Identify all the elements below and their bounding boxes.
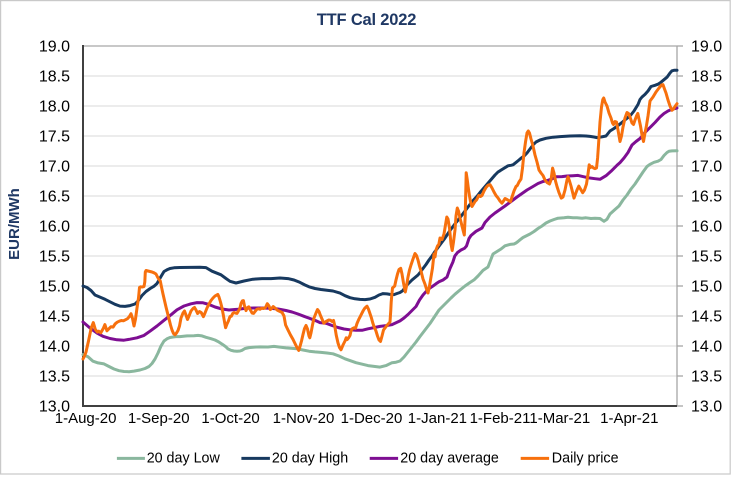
svg-text:1-Oct-20: 1-Oct-20 [201, 410, 259, 427]
svg-text:15.0: 15.0 [39, 279, 70, 296]
svg-text:15.0: 15.0 [691, 279, 722, 296]
svg-text:20 day average: 20 day average [400, 450, 499, 466]
svg-text:1-Jan-21: 1-Jan-21 [408, 410, 467, 427]
svg-text:14.5: 14.5 [39, 309, 70, 326]
svg-text:17.0: 17.0 [691, 159, 722, 176]
svg-text:EUR/MWh: EUR/MWh [6, 188, 23, 260]
svg-text:13.5: 13.5 [691, 369, 722, 386]
svg-text:18.5: 18.5 [39, 69, 70, 86]
svg-text:17.0: 17.0 [39, 159, 70, 176]
svg-text:18.0: 18.0 [39, 99, 70, 116]
svg-text:1-Sep-20: 1-Sep-20 [128, 410, 190, 427]
svg-text:1-Apr-21: 1-Apr-21 [600, 410, 658, 427]
svg-text:18.0: 18.0 [691, 99, 722, 116]
svg-text:16.5: 16.5 [691, 189, 722, 206]
svg-text:17.5: 17.5 [691, 129, 722, 146]
svg-text:16.0: 16.0 [39, 219, 70, 236]
svg-text:14.5: 14.5 [691, 309, 722, 326]
svg-text:18.5: 18.5 [691, 69, 722, 86]
svg-text:20 day Low: 20 day Low [147, 450, 221, 466]
svg-text:1-Aug-20: 1-Aug-20 [55, 410, 117, 427]
svg-text:13.5: 13.5 [39, 369, 70, 386]
svg-text:1-Nov-20: 1-Nov-20 [273, 410, 335, 427]
svg-text:19.0: 19.0 [39, 39, 70, 56]
svg-text:16.0: 16.0 [691, 219, 722, 236]
svg-text:19.0: 19.0 [691, 39, 722, 56]
svg-text:17.5: 17.5 [39, 129, 70, 146]
svg-text:13.0: 13.0 [691, 399, 722, 416]
svg-text:14.0: 14.0 [39, 339, 70, 356]
svg-text:Daily price: Daily price [552, 450, 619, 466]
svg-text:15.5: 15.5 [691, 249, 722, 266]
svg-text:1-Feb-21: 1-Feb-21 [470, 410, 531, 427]
svg-text:20 day High: 20 day High [272, 450, 348, 466]
svg-text:14.0: 14.0 [691, 339, 722, 356]
svg-text:TTF Cal 2022: TTF Cal 2022 [317, 11, 416, 29]
svg-text:13.0: 13.0 [39, 399, 70, 416]
svg-text:16.5: 16.5 [39, 189, 70, 206]
svg-text:1-Dec-20: 1-Dec-20 [341, 410, 403, 427]
svg-text:1-Mar-21: 1-Mar-21 [529, 410, 590, 427]
svg-text:15.5: 15.5 [39, 249, 70, 266]
